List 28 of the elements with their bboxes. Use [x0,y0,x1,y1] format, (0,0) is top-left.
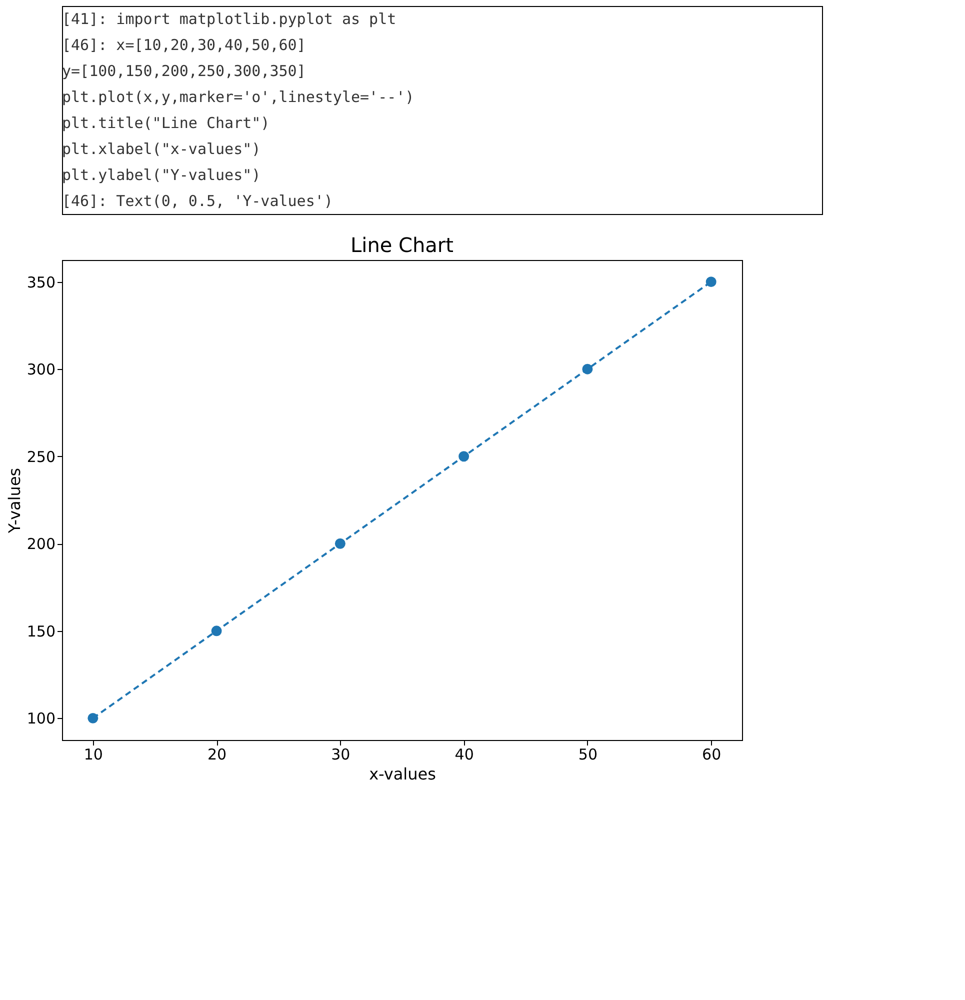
text: plt.title("Line Chart") [62,114,270,132]
x-tick-label: 50 [578,746,598,764]
x-tick-label: 60 [702,746,722,764]
point [458,451,470,462]
text: plt.ylabel("Y-values") [62,166,261,184]
y-tick-label: 300 [26,360,56,379]
point [334,538,346,549]
y-tick-label: 100 [26,710,56,728]
x-tick-label: 40 [454,746,474,764]
x-tick-label: 20 [208,746,227,764]
text: plt.plot(x,y,marker='o',linestyle='--') [62,88,414,106]
y-tick-label: 350 [26,273,56,292]
point [211,626,222,636]
text: plt.xlabel("x-values") [62,140,261,158]
x-tick-label: 30 [331,746,350,764]
text: [46]: x=[10,20,30,40,50,60] [62,36,306,54]
x-axis-title: x-values [369,764,436,784]
point [582,364,593,374]
y-tick-label: 200 [26,535,56,554]
point [88,712,98,724]
text: [41]: import matplotlib.pyplot as plt [62,10,396,28]
y-axis-title: Y-values [4,468,24,534]
text: [46]: Text(0, 0.5, 'Y-values') [62,192,333,210]
x-tick-label: 10 [84,746,103,764]
y-tick-label: 150 [26,622,56,640]
y-tick-label: 250 [26,448,56,466]
point [706,276,716,288]
chart-title: Line Chart [350,233,454,257]
